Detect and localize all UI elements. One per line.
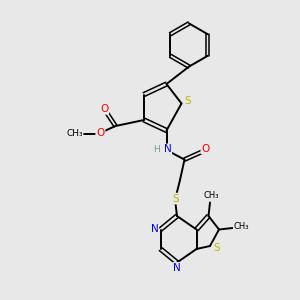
- Text: CH₃: CH₃: [204, 191, 219, 200]
- Text: S: S: [185, 96, 191, 106]
- Text: CH₃: CH₃: [66, 129, 83, 138]
- Text: N: N: [173, 263, 181, 273]
- Text: N: N: [164, 144, 171, 154]
- Text: S: S: [172, 194, 179, 204]
- Text: O: O: [100, 104, 108, 114]
- Text: N: N: [151, 224, 158, 235]
- Text: S: S: [213, 243, 220, 254]
- Text: CH₃: CH₃: [234, 222, 249, 231]
- Text: O: O: [201, 143, 210, 154]
- Text: O: O: [96, 128, 105, 138]
- Text: H: H: [154, 145, 160, 154]
